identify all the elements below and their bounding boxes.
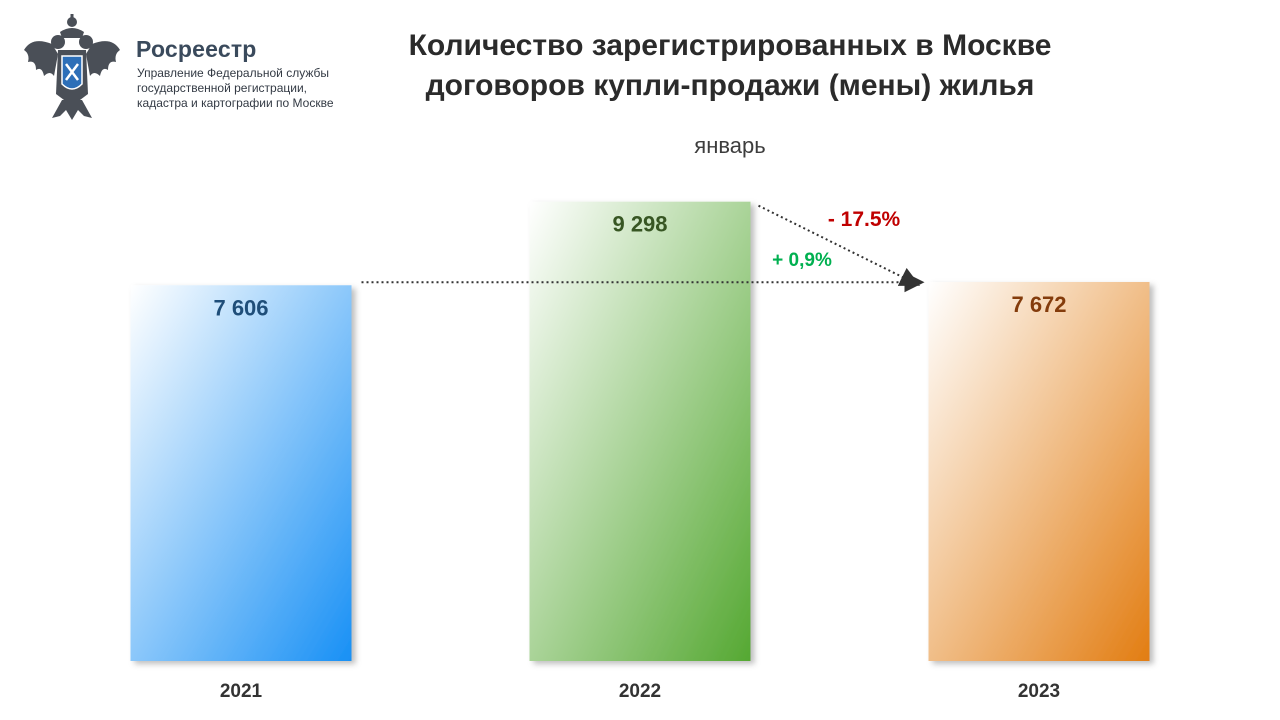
org-subtitle-line-3: кадастра и картографии по Москве (137, 96, 334, 110)
value-label-2021: 7 606 (213, 295, 268, 320)
org-subtitle-line-1: Управление Федеральной службы (137, 66, 329, 80)
page-title-line-1: Количество зарегистрированных в Москве (408, 29, 1052, 62)
category-label-2021: 2021 (220, 681, 263, 702)
bar-2022 (529, 201, 751, 661)
change-label-vs-2021: + 0,9% (772, 250, 832, 271)
category-label-2023: 2023 (1018, 681, 1060, 702)
chart-subtitle: январь (694, 133, 766, 158)
value-label-2022: 9 298 (612, 212, 667, 237)
bar-2023 (928, 282, 1150, 661)
org-subtitle-line-2: государственной регистрации, (137, 81, 307, 95)
value-label-2023: 7 672 (1011, 292, 1066, 317)
rosreestr-emblem-icon (24, 14, 120, 120)
category-label-2022: 2022 (619, 681, 661, 702)
org-name: Росреестр (136, 36, 257, 62)
change-label-vs-2022: - 17.5% (828, 208, 901, 231)
comparison-arrow-2022 (758, 204, 921, 286)
bar-2021 (130, 285, 352, 661)
page-title-line-2: договоров купли-продажи (мены) жилья (425, 69, 1035, 102)
